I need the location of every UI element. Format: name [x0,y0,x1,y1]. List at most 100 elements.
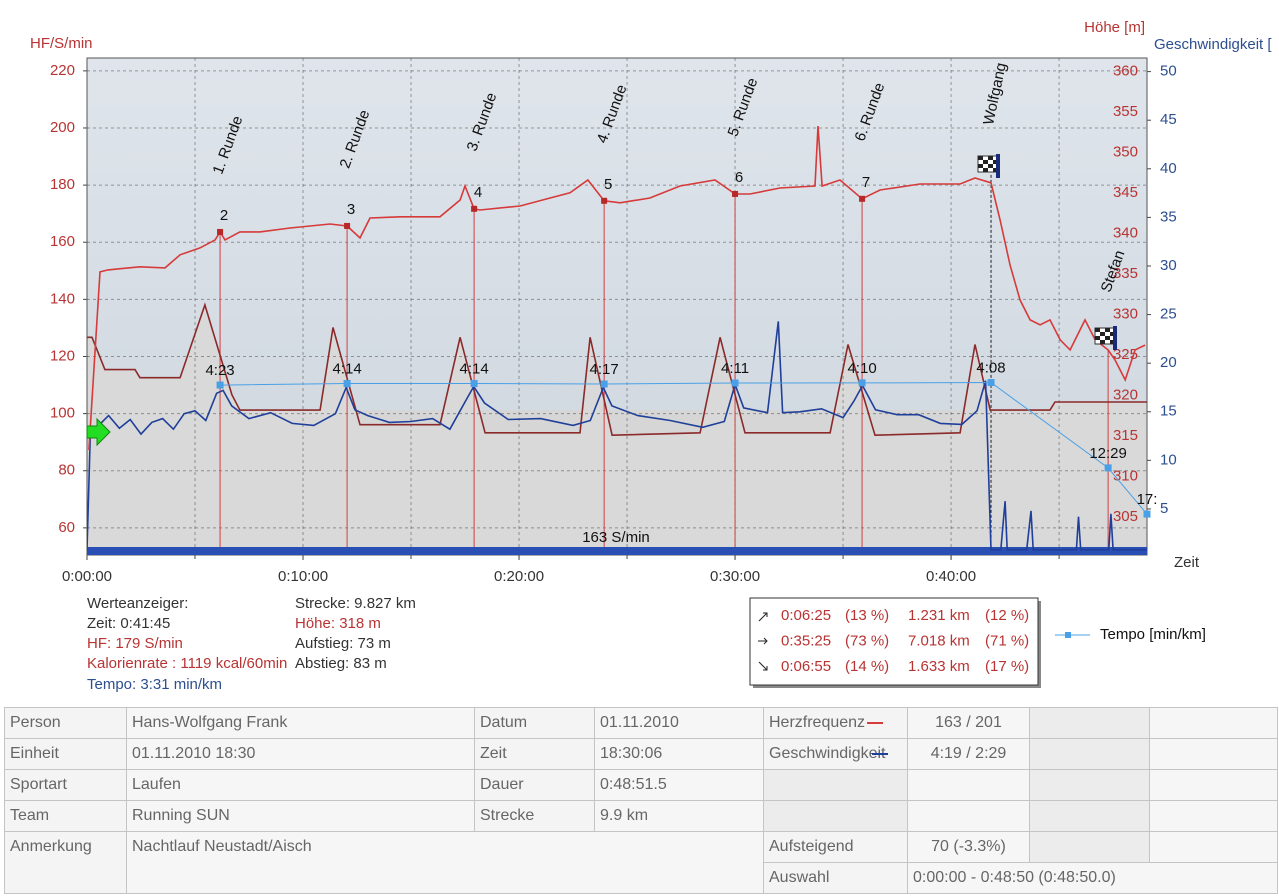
lap-marker [732,190,739,197]
table-cell [1029,738,1150,770]
y3-tick-label: 45 [1160,111,1177,128]
info-table: Person Hans-Wolfgang Frank Datum 01.11.2… [4,707,1278,894]
legend-marker [1065,632,1071,638]
y2-tick-label: 345 [1113,184,1138,201]
tempo-label: 4:10 [847,360,876,377]
lap-marker [217,228,224,235]
table-cell: Dauer [474,769,595,801]
lap-marker [859,195,866,202]
tempo-point [1143,510,1151,518]
x-tick-label: 0:10:00 [278,568,328,585]
stats-cell: 0:06:55 [781,658,831,675]
tempo-label: 17: [1137,491,1158,508]
info-line: Höhe: 318 m [295,615,381,632]
legend-label: Tempo [min/km] [1100,626,1206,643]
area-layer [87,304,1147,555]
table-cell [1029,800,1150,832]
table-cell: 9.9 km [594,800,764,832]
table-cell: Sportart [4,769,127,801]
y2-tick-label: 360 [1113,63,1138,80]
tempo-point [600,380,608,388]
stats-cell: 1.633 km [908,658,970,675]
stats-cell: 0:35:25 [781,632,831,649]
table-cell: 0:00:00 - 0:48:50 (0:48:50.0) [907,862,1278,894]
y-tick-label: 220 [50,62,75,79]
lap-marker [471,205,478,212]
lap-marker [601,197,608,204]
y2-tick-label: 305 [1113,508,1138,525]
stats-rows: 0:06:25 (13 %) 1.231 km (12 %) 0:35:25 (73 %)… [781,607,1029,675]
stats-box [749,597,1039,686]
table-cell-text: Geschwindigkeit [769,745,886,762]
y-axis-label: HF/S/min [30,35,93,52]
y3-tick-label: 40 [1160,160,1177,177]
stats-cell: (14 %) [845,658,889,675]
table-cell [1149,707,1278,739]
tempo-label: 4:14 [460,361,489,378]
table-cell [763,800,908,832]
y3-axis-label: Geschwindigkeit [ [1154,36,1272,53]
legend: Tempo [min/km] [1055,626,1206,643]
table-cell: 01.11.2010 [594,707,764,739]
table-cell: Nachtlauf Neustadt/Aisch [126,831,764,894]
tempo-label: 12:29 [1089,445,1127,462]
y2-tick-label: 350 [1113,144,1138,161]
y-tick-label: 120 [50,347,75,364]
average-label: 163 S/min [582,529,650,546]
y3-tick-label: 15 [1160,403,1177,420]
tempo-label: 4:23 [205,362,234,379]
y-tick-label: 180 [50,176,75,193]
lap-marker [344,222,351,229]
table-cell: Geschwindigkeit [763,738,908,770]
table-cell: Zeit [474,738,595,770]
stats-cell: (17 %) [985,658,1029,675]
tempo-point [216,381,224,389]
table-cell: 163 / 201 [907,707,1030,739]
info-line: Zeit: 0:41:45 [87,615,170,632]
elevation-area [87,304,1147,555]
table-cell: Laufen [126,769,475,801]
start-arrow [86,417,111,447]
finish-flag [977,154,1000,178]
table-cell: Datum [474,707,595,739]
y2-tick-label: 335 [1113,265,1138,282]
table-cell [1029,769,1150,801]
y-tick-label: 160 [50,233,75,250]
arrow-flat [758,637,768,645]
lap-number: 6 [735,169,743,186]
y-tick-label: 200 [50,119,75,136]
table-cell [1149,800,1278,832]
y3-tick-label: 30 [1160,257,1177,274]
lap-number: 7 [862,174,870,191]
table-cell: Aufsteigend [763,831,908,863]
table-cell: 18:30:06 [594,738,764,770]
finish-flag [1094,326,1117,350]
y2-axis-label: Höhe [m] [1084,19,1145,36]
table-cell-text: Herzfrequenz [769,714,866,731]
stats-cell: (71 %) [985,632,1029,649]
axes-layer: 6080100120140160180200220305310315320325… [50,57,1177,585]
y3-tick-label: 5 [1160,500,1168,517]
y2-tick-label: 355 [1113,103,1138,120]
line-icon [867,721,884,724]
lap-number: 5 [604,176,612,193]
table-cell [1149,738,1278,770]
grid-layer [87,58,1147,555]
y-tick-label: 100 [50,405,75,422]
y-tick-label: 140 [50,290,75,307]
y3-tick-label: 35 [1160,208,1177,225]
info-line: Abstieg: 83 m [295,655,387,672]
table-cell: Einheit [4,738,127,770]
y-tick-label: 60 [58,519,75,536]
stats-cell: 1.231 km [908,607,970,624]
x-tick-label: 0:20:00 [494,568,544,585]
lap-number: 2 [220,207,228,224]
series-line [87,321,1147,551]
stats-cell: (13 %) [845,607,889,624]
chart: 6080100120140160180200220305310315320325… [30,19,1272,693]
tempo-label: 4:14 [332,361,361,378]
x-tick-label: 0:30:00 [710,568,760,585]
x-tick-label: 0:00:00 [62,568,112,585]
tempo-point [470,380,478,388]
